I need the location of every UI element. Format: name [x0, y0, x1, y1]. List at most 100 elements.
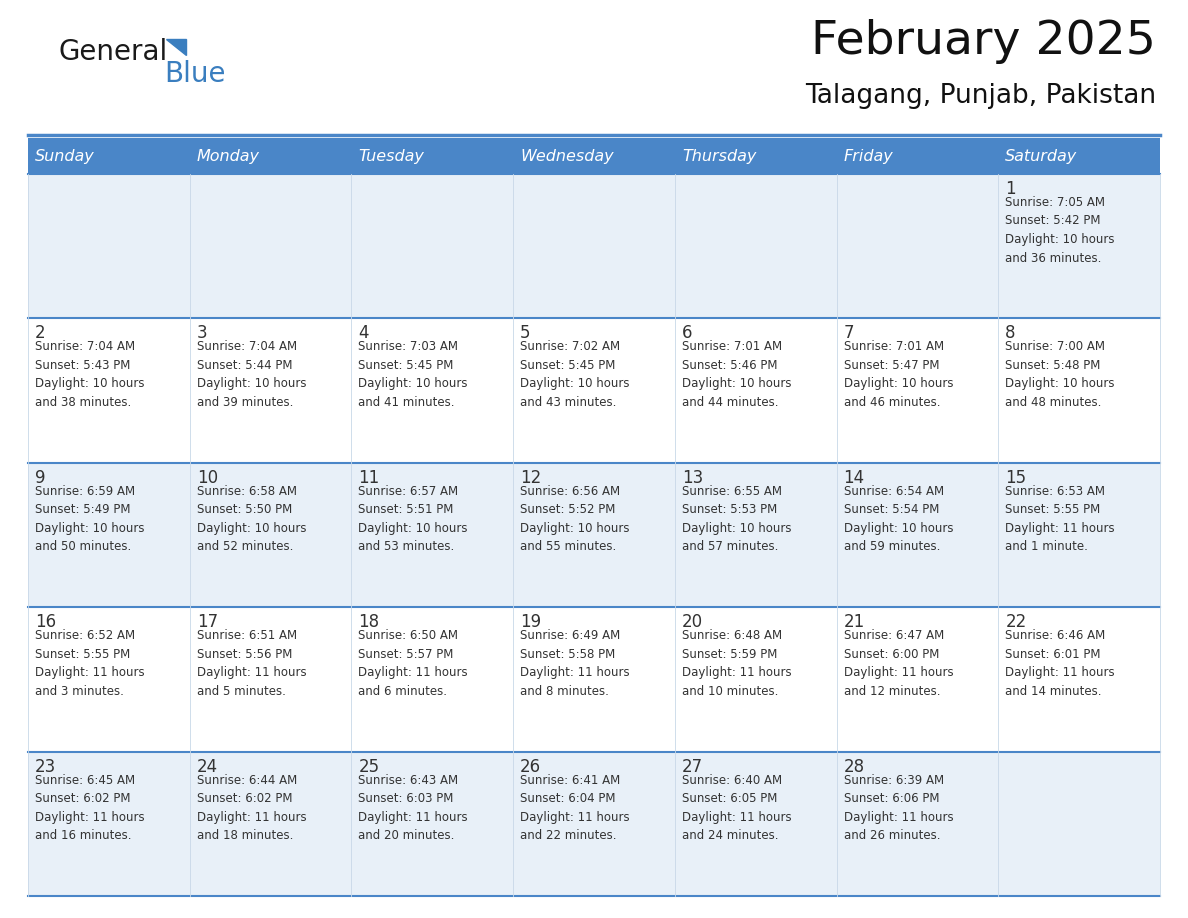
Text: Sunrise: 6:40 AM
Sunset: 6:05 PM
Daylight: 11 hours
and 24 minutes.: Sunrise: 6:40 AM Sunset: 6:05 PM Dayligh…: [682, 774, 791, 842]
Text: 24: 24: [197, 757, 217, 776]
Bar: [836, 752, 998, 896]
Text: 4: 4: [359, 324, 369, 342]
Text: 25: 25: [359, 757, 379, 776]
Bar: [998, 752, 1159, 896]
Text: 14: 14: [843, 469, 865, 487]
Text: Sunrise: 6:50 AM
Sunset: 5:57 PM
Daylight: 11 hours
and 6 minutes.: Sunrise: 6:50 AM Sunset: 5:57 PM Dayligh…: [359, 629, 468, 698]
Bar: [998, 463, 1159, 607]
Text: Sunrise: 6:47 AM
Sunset: 6:00 PM
Daylight: 11 hours
and 12 minutes.: Sunrise: 6:47 AM Sunset: 6:00 PM Dayligh…: [843, 629, 953, 698]
Bar: [836, 319, 998, 463]
Bar: [352, 174, 513, 319]
Text: Sunrise: 6:51 AM
Sunset: 5:56 PM
Daylight: 11 hours
and 5 minutes.: Sunrise: 6:51 AM Sunset: 5:56 PM Dayligh…: [197, 629, 307, 698]
Text: 19: 19: [520, 613, 542, 632]
Bar: [836, 138, 998, 174]
Text: February 2025: February 2025: [811, 19, 1156, 64]
Bar: [352, 138, 513, 174]
Bar: [998, 319, 1159, 463]
Bar: [513, 463, 675, 607]
Bar: [513, 138, 675, 174]
Bar: [513, 319, 675, 463]
Bar: [675, 138, 836, 174]
Bar: [29, 138, 190, 174]
Bar: [190, 752, 352, 896]
Text: Sunrise: 6:49 AM
Sunset: 5:58 PM
Daylight: 11 hours
and 8 minutes.: Sunrise: 6:49 AM Sunset: 5:58 PM Dayligh…: [520, 629, 630, 698]
Text: Sunrise: 6:39 AM
Sunset: 6:06 PM
Daylight: 11 hours
and 26 minutes.: Sunrise: 6:39 AM Sunset: 6:06 PM Dayligh…: [843, 774, 953, 842]
Bar: [513, 174, 675, 319]
Bar: [352, 752, 513, 896]
Text: Blue: Blue: [164, 60, 226, 88]
Text: Sunrise: 6:57 AM
Sunset: 5:51 PM
Daylight: 10 hours
and 53 minutes.: Sunrise: 6:57 AM Sunset: 5:51 PM Dayligh…: [359, 485, 468, 554]
Text: Sunrise: 7:04 AM
Sunset: 5:43 PM
Daylight: 10 hours
and 38 minutes.: Sunrise: 7:04 AM Sunset: 5:43 PM Dayligh…: [34, 341, 145, 409]
Text: 17: 17: [197, 613, 217, 632]
Bar: [29, 174, 190, 319]
Text: 13: 13: [682, 469, 703, 487]
Text: 10: 10: [197, 469, 217, 487]
Text: 3: 3: [197, 324, 208, 342]
Bar: [190, 607, 352, 752]
Bar: [190, 174, 352, 319]
Text: Sunrise: 6:53 AM
Sunset: 5:55 PM
Daylight: 11 hours
and 1 minute.: Sunrise: 6:53 AM Sunset: 5:55 PM Dayligh…: [1005, 485, 1114, 554]
Text: 1: 1: [1005, 180, 1016, 198]
Bar: [675, 752, 836, 896]
Text: 12: 12: [520, 469, 542, 487]
Text: Sunrise: 7:02 AM
Sunset: 5:45 PM
Daylight: 10 hours
and 43 minutes.: Sunrise: 7:02 AM Sunset: 5:45 PM Dayligh…: [520, 341, 630, 409]
Text: 21: 21: [843, 613, 865, 632]
Text: 15: 15: [1005, 469, 1026, 487]
Text: 2: 2: [34, 324, 45, 342]
Text: Thursday: Thursday: [682, 149, 757, 163]
Text: Friday: Friday: [843, 149, 893, 163]
Bar: [352, 607, 513, 752]
Text: 8: 8: [1005, 324, 1016, 342]
Text: 5: 5: [520, 324, 531, 342]
Text: Sunrise: 6:54 AM
Sunset: 5:54 PM
Daylight: 10 hours
and 59 minutes.: Sunrise: 6:54 AM Sunset: 5:54 PM Dayligh…: [843, 485, 953, 554]
Bar: [352, 319, 513, 463]
Text: 26: 26: [520, 757, 542, 776]
Text: 18: 18: [359, 613, 379, 632]
Text: Sunrise: 7:01 AM
Sunset: 5:47 PM
Daylight: 10 hours
and 46 minutes.: Sunrise: 7:01 AM Sunset: 5:47 PM Dayligh…: [843, 341, 953, 409]
Text: Monday: Monday: [197, 149, 260, 163]
Bar: [998, 138, 1159, 174]
Text: Sunrise: 6:58 AM
Sunset: 5:50 PM
Daylight: 10 hours
and 52 minutes.: Sunrise: 6:58 AM Sunset: 5:50 PM Dayligh…: [197, 485, 307, 554]
Text: 27: 27: [682, 757, 703, 776]
Bar: [29, 463, 190, 607]
Text: Sunrise: 7:01 AM
Sunset: 5:46 PM
Daylight: 10 hours
and 44 minutes.: Sunrise: 7:01 AM Sunset: 5:46 PM Dayligh…: [682, 341, 791, 409]
Text: Sunrise: 6:56 AM
Sunset: 5:52 PM
Daylight: 10 hours
and 55 minutes.: Sunrise: 6:56 AM Sunset: 5:52 PM Dayligh…: [520, 485, 630, 554]
Bar: [352, 463, 513, 607]
Text: 11: 11: [359, 469, 380, 487]
Bar: [836, 463, 998, 607]
Bar: [998, 607, 1159, 752]
Text: 6: 6: [682, 324, 693, 342]
Text: Sunrise: 6:45 AM
Sunset: 6:02 PM
Daylight: 11 hours
and 16 minutes.: Sunrise: 6:45 AM Sunset: 6:02 PM Dayligh…: [34, 774, 145, 842]
Polygon shape: [166, 39, 187, 55]
Bar: [190, 138, 352, 174]
Text: Sunrise: 6:46 AM
Sunset: 6:01 PM
Daylight: 11 hours
and 14 minutes.: Sunrise: 6:46 AM Sunset: 6:01 PM Dayligh…: [1005, 629, 1114, 698]
Bar: [29, 607, 190, 752]
Text: Sunrise: 7:03 AM
Sunset: 5:45 PM
Daylight: 10 hours
and 41 minutes.: Sunrise: 7:03 AM Sunset: 5:45 PM Dayligh…: [359, 341, 468, 409]
Text: Sunrise: 6:48 AM
Sunset: 5:59 PM
Daylight: 11 hours
and 10 minutes.: Sunrise: 6:48 AM Sunset: 5:59 PM Dayligh…: [682, 629, 791, 698]
Text: Sunrise: 6:52 AM
Sunset: 5:55 PM
Daylight: 11 hours
and 3 minutes.: Sunrise: 6:52 AM Sunset: 5:55 PM Dayligh…: [34, 629, 145, 698]
Bar: [675, 174, 836, 319]
Bar: [513, 752, 675, 896]
Bar: [675, 463, 836, 607]
Bar: [190, 319, 352, 463]
Text: Sunrise: 7:00 AM
Sunset: 5:48 PM
Daylight: 10 hours
and 48 minutes.: Sunrise: 7:00 AM Sunset: 5:48 PM Dayligh…: [1005, 341, 1114, 409]
Text: Sunrise: 6:44 AM
Sunset: 6:02 PM
Daylight: 11 hours
and 18 minutes.: Sunrise: 6:44 AM Sunset: 6:02 PM Dayligh…: [197, 774, 307, 842]
Text: Sunrise: 6:43 AM
Sunset: 6:03 PM
Daylight: 11 hours
and 20 minutes.: Sunrise: 6:43 AM Sunset: 6:03 PM Dayligh…: [359, 774, 468, 842]
Text: 22: 22: [1005, 613, 1026, 632]
Text: 23: 23: [34, 757, 56, 776]
Text: 16: 16: [34, 613, 56, 632]
Text: Talagang, Punjab, Pakistan: Talagang, Punjab, Pakistan: [805, 83, 1156, 109]
Text: Tuesday: Tuesday: [359, 149, 424, 163]
Text: Sunrise: 7:05 AM
Sunset: 5:42 PM
Daylight: 10 hours
and 36 minutes.: Sunrise: 7:05 AM Sunset: 5:42 PM Dayligh…: [1005, 196, 1114, 264]
Bar: [29, 752, 190, 896]
Bar: [190, 463, 352, 607]
Text: Sunrise: 6:59 AM
Sunset: 5:49 PM
Daylight: 10 hours
and 50 minutes.: Sunrise: 6:59 AM Sunset: 5:49 PM Dayligh…: [34, 485, 145, 554]
Text: Sunrise: 6:55 AM
Sunset: 5:53 PM
Daylight: 10 hours
and 57 minutes.: Sunrise: 6:55 AM Sunset: 5:53 PM Dayligh…: [682, 485, 791, 554]
Text: 20: 20: [682, 613, 703, 632]
Bar: [836, 174, 998, 319]
Text: 28: 28: [843, 757, 865, 776]
Text: Sunrise: 7:04 AM
Sunset: 5:44 PM
Daylight: 10 hours
and 39 minutes.: Sunrise: 7:04 AM Sunset: 5:44 PM Dayligh…: [197, 341, 307, 409]
Text: Sunday: Sunday: [34, 149, 95, 163]
Text: Sunrise: 6:41 AM
Sunset: 6:04 PM
Daylight: 11 hours
and 22 minutes.: Sunrise: 6:41 AM Sunset: 6:04 PM Dayligh…: [520, 774, 630, 842]
Bar: [513, 607, 675, 752]
